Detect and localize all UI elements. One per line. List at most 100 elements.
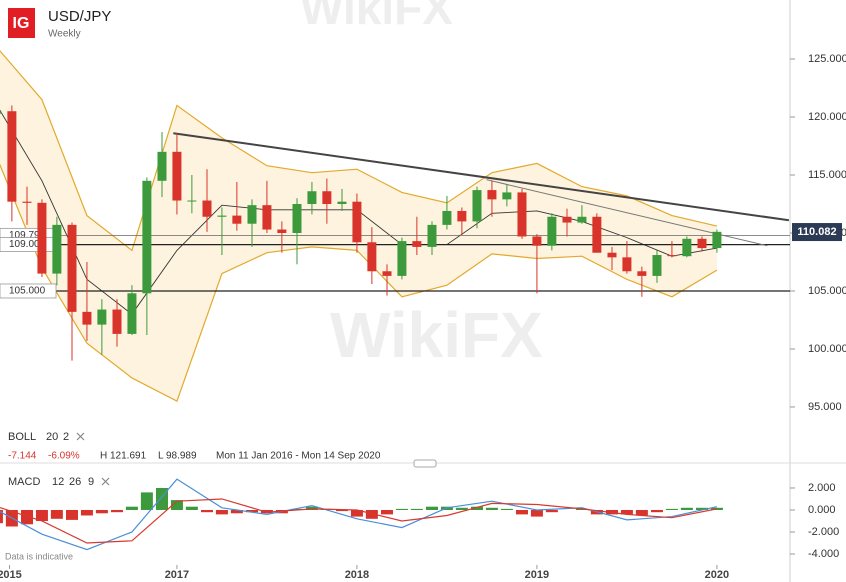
candle-body <box>532 236 542 246</box>
macd-histogram-bar <box>680 507 693 510</box>
candle-body <box>37 202 47 274</box>
interval: Weekly <box>48 29 81 40</box>
trend-line <box>173 132 790 222</box>
level-label-box <box>0 283 57 299</box>
macd-histogram-bar <box>395 508 408 510</box>
macd-histogram-bar <box>380 509 393 515</box>
candle-body <box>697 238 707 249</box>
close-icon[interactable] <box>76 432 85 441</box>
macd-histogram-bar <box>470 506 483 510</box>
candle-body <box>652 255 662 276</box>
macd-histogram-bar <box>620 509 633 515</box>
candle-body <box>622 257 632 272</box>
candle-body <box>172 151 182 201</box>
candle-body <box>637 271 647 276</box>
y-tick-label: 105.000 <box>808 285 846 297</box>
candle-body <box>52 224 62 274</box>
candle-body <box>607 252 617 258</box>
candle-body <box>592 216 602 253</box>
macd-histogram-bar <box>230 509 243 514</box>
level-label: 109.000 <box>9 239 46 250</box>
macd-histogram-bar <box>80 509 93 516</box>
macd-histogram-bar <box>50 509 63 519</box>
logo-box <box>8 8 35 38</box>
candle-body <box>442 210 452 225</box>
close-icon[interactable] <box>101 477 110 486</box>
x-tick-label: 2018 <box>345 569 369 581</box>
macd-histogram-bar <box>140 492 153 510</box>
signal-line <box>0 498 718 544</box>
macd-histogram-bar <box>410 508 423 510</box>
logo: IG <box>13 15 30 32</box>
indicator-param: 2 <box>63 431 69 443</box>
candle-body <box>367 242 377 272</box>
candle-body <box>142 180 152 294</box>
candle-body <box>502 192 512 200</box>
macd-histogram-bar <box>35 509 48 521</box>
y-tick-label: 95.000 <box>808 401 842 413</box>
candle-body <box>217 215 227 217</box>
x-tick-label: 2020 <box>705 569 729 581</box>
candle-body <box>277 229 287 233</box>
y-tick-label: 115.000 <box>808 169 846 181</box>
candle-body <box>577 216 587 223</box>
indicator-name: MACD <box>8 476 40 488</box>
change: -7.144 <box>8 451 37 462</box>
level-label: 109.796 <box>9 230 46 241</box>
footer-note: Data is indicative <box>5 551 73 561</box>
pane-resize-handle[interactable] <box>413 459 437 468</box>
indicator-param: 20 <box>46 431 58 443</box>
candle-body <box>667 255 677 257</box>
symbol: USD/JPY <box>48 8 111 25</box>
candle-body <box>562 216 572 223</box>
candle-body <box>82 311 92 325</box>
candle-body <box>457 210 467 222</box>
candle-body <box>232 215 242 224</box>
change-pct: -6.09% <box>48 451 80 462</box>
watermark: WikiFX <box>300 0 453 34</box>
candle-body <box>22 201 32 203</box>
macd-histogram-bar <box>110 509 123 513</box>
macd-histogram-bar <box>0 509 3 524</box>
macd-histogram-bar <box>125 506 138 510</box>
macd-histogram-bar <box>455 507 468 510</box>
candle-body <box>337 201 347 205</box>
candle-body <box>202 200 212 217</box>
watermark: WikiFX <box>330 299 543 371</box>
macd-histogram-bar <box>485 507 498 510</box>
candle-body <box>427 224 437 247</box>
candle-body <box>517 192 527 237</box>
low: L 98.989 <box>158 451 197 462</box>
candle-body <box>352 201 362 243</box>
candle-body <box>157 151 167 181</box>
macd-histogram-bar <box>695 507 708 510</box>
candle-body <box>382 271 392 276</box>
macd-line <box>0 478 718 551</box>
candle-body <box>322 191 332 205</box>
macd-histogram-bar <box>170 500 183 510</box>
last-price-tag <box>792 223 842 242</box>
macd-histogram-bar <box>500 508 513 510</box>
macd-histogram-bar <box>185 506 198 510</box>
candle-body <box>127 293 137 334</box>
y-tick-label: 120.000 <box>808 111 846 123</box>
macd-histogram-bar <box>20 509 33 525</box>
y-tick-label: 100.000 <box>808 343 846 355</box>
indicator-param: 9 <box>88 476 94 488</box>
candle-body <box>307 191 317 205</box>
macd-histogram-bar <box>665 508 678 510</box>
macd-histogram-bar <box>95 509 108 514</box>
macd-histogram-bar <box>530 509 543 517</box>
candle-body <box>487 190 497 200</box>
candle-body <box>682 238 692 257</box>
candle-body <box>97 309 107 325</box>
macd-histogram-bar <box>650 509 663 513</box>
candle-body <box>112 309 122 334</box>
macd-histogram-bar <box>245 509 258 513</box>
y-tick-label: 2.000 <box>808 482 836 494</box>
candle-body <box>0 111 2 114</box>
candle-body <box>7 111 17 202</box>
y-tick-label: 125.000 <box>808 53 846 65</box>
candle-body <box>187 200 197 202</box>
